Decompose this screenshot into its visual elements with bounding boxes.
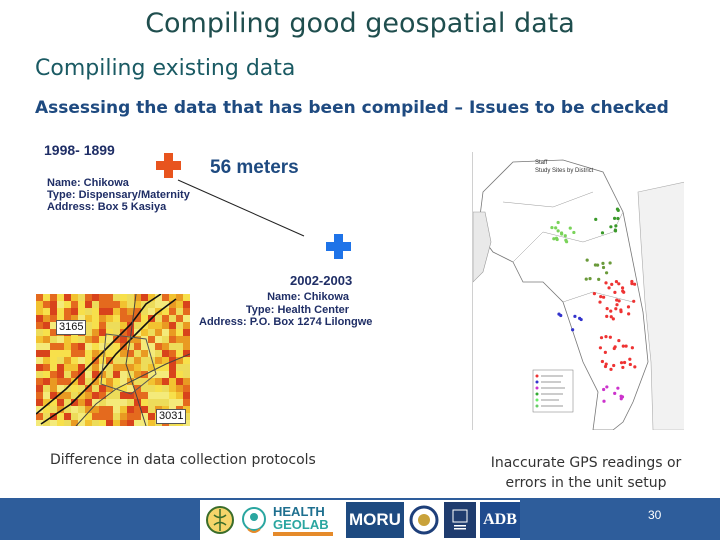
- adb-logo: ADB: [480, 502, 520, 538]
- raster-map-image: [36, 294, 190, 426]
- issues-heading: Assessing the data that has been compile…: [35, 98, 669, 118]
- globe-icon: [242, 507, 266, 533]
- caption-gps: Inaccurate GPS readings or errors in the…: [470, 453, 702, 493]
- caption-protocols: Difference in data collection protocols: [50, 452, 316, 468]
- raster-label-3031: 3031: [156, 409, 187, 424]
- moru-label: MORU: [349, 510, 401, 529]
- page-number: 30: [648, 508, 662, 522]
- record-1998-type: Type: Dispensary/Maternity: [47, 189, 190, 201]
- distance-label: 56 meters: [210, 157, 299, 178]
- district-map-title-2: Study Sites by District: [535, 168, 594, 174]
- record-1998-period: 1998- 1899: [44, 142, 115, 158]
- health-label: HEALTH: [273, 503, 325, 519]
- record-2002-details: Name: Chikowa Type: Health Center Addres…: [199, 291, 373, 329]
- geolab-label: GEOLAB: [273, 516, 329, 532]
- slide-title: Compiling good geospatial data: [145, 8, 575, 39]
- university-seal-logo: [408, 502, 440, 538]
- record-2002-period: 2002-2003: [290, 273, 353, 288]
- record-1998-details: Name: Chikowa Type: Dispensary/Maternity…: [47, 177, 190, 213]
- record-2002-type: Type: Health Center: [245, 303, 349, 316]
- record-2002-name: Name: Chikowa: [267, 291, 349, 303]
- record-2002-address: Address: P.O. Box 1274 Lilongwe: [199, 316, 373, 328]
- raster-label-3165: 3165: [56, 320, 87, 335]
- health-geolab-logo: HEALTH GEOLAB: [240, 502, 340, 538]
- district-map-image: Staff Study Sites by District: [472, 152, 684, 430]
- blue-plus-icon: [326, 234, 351, 259]
- red-plus-icon: [156, 153, 181, 178]
- district-map-title-1: Staff: [535, 160, 548, 166]
- caption-gps-line2: errors in the unit setup: [505, 475, 667, 491]
- moru-logo: MORU: [346, 502, 404, 538]
- seal-logo: [204, 502, 236, 538]
- adb-label: ADB: [483, 511, 517, 528]
- slide-subtitle: Compiling existing data: [35, 56, 296, 81]
- record-1998-address: Address: Box 5 Kasiya: [47, 201, 167, 213]
- caption-gps-line1: Inaccurate GPS readings or: [490, 455, 682, 471]
- record-1998-name: Name: Chikowa: [47, 177, 129, 189]
- oxford-logo: [444, 502, 476, 538]
